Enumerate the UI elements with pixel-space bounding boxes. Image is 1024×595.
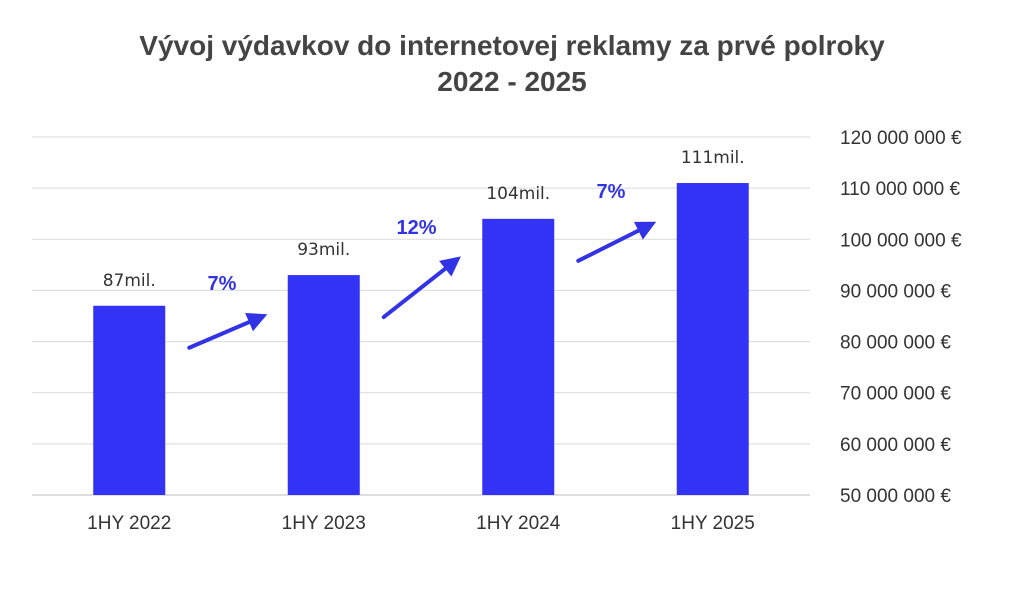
growth-percent-label: 7%: [208, 273, 237, 295]
data-label: 111mil.: [681, 148, 745, 168]
x-tick-label: 1HY 2025: [671, 513, 755, 534]
data-label: 87mil.: [103, 271, 156, 291]
bar: [676, 183, 749, 495]
labels: 50 000 000 € 60 000 000 € 70 000 000 € 80 0…: [87, 128, 962, 534]
data-label: 104mil.: [486, 184, 550, 204]
bar: [287, 275, 360, 495]
chart-title: Vývoj výdavkov do internetovej reklamy z…: [0, 28, 1024, 100]
bars: [93, 183, 749, 496]
bar: [482, 218, 555, 496]
x-tick-label: 1HY 2024: [476, 513, 561, 534]
growth-annotations: 7% 12% 7%: [187, 181, 657, 350]
chart-title-line-1: Vývoj výdavkov do internetovej reklamy z…: [139, 30, 885, 61]
y-tick-label: 100 000 000 €: [840, 230, 962, 251]
growth-arrow: [576, 221, 657, 263]
y-tick-label: 60 000 000 €: [840, 435, 951, 456]
y-tick-label: 120 000 000 €: [840, 128, 962, 149]
y-tick-label: 80 000 000 €: [840, 333, 951, 354]
growth-arrow: [187, 312, 268, 350]
y-tick-label: 50 000 000 €: [840, 486, 951, 507]
y-tick-label: 70 000 000 €: [840, 384, 951, 405]
y-tick-label: 90 000 000 €: [840, 281, 951, 302]
growth-percent-label: 12%: [396, 217, 436, 239]
growth-percent-label: 7%: [597, 181, 626, 203]
x-tick-label: 1HY 2023: [282, 513, 366, 534]
y-tick-label: 110 000 000 €: [840, 179, 961, 200]
x-tick-label: 1HY 2022: [87, 513, 171, 534]
growth-arrow: [381, 256, 461, 320]
data-label: 93mil.: [297, 240, 350, 260]
bar: [93, 305, 166, 495]
chart-title-line-2: 2022 - 2025: [437, 66, 587, 97]
